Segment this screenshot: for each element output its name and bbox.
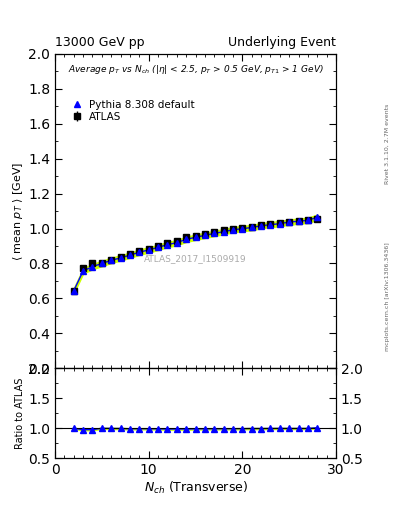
Text: 13000 GeV pp: 13000 GeV pp xyxy=(55,36,145,49)
Pythia 8.308 default xyxy=(287,219,292,225)
Text: ATLAS_2017_I1509919: ATLAS_2017_I1509919 xyxy=(144,254,247,263)
Pythia 8.308 default xyxy=(296,218,301,224)
Pythia 8.308 default xyxy=(221,229,226,235)
Pythia 8.308 default xyxy=(184,237,189,243)
Pythia 8.308 default xyxy=(137,249,142,255)
Pythia 8.308 default xyxy=(193,234,198,240)
Line: Pythia 8.308 default: Pythia 8.308 default xyxy=(71,215,320,293)
Pythia 8.308 default xyxy=(231,227,235,233)
Pythia 8.308 default xyxy=(174,240,179,246)
Pythia 8.308 default xyxy=(156,244,160,250)
Pythia 8.308 default xyxy=(250,224,254,230)
Text: Average $p_T$ vs $N_{ch}$ ($|\eta|$ < 2.5, $p_T$ > 0.5 GeV, $p_{T1}$ > 1 GeV): Average $p_T$ vs $N_{ch}$ ($|\eta|$ < 2.… xyxy=(68,63,323,76)
Pythia 8.308 default xyxy=(306,217,310,223)
Pythia 8.308 default xyxy=(165,242,170,248)
Pythia 8.308 default xyxy=(212,230,217,237)
Pythia 8.308 default xyxy=(128,252,132,258)
Pythia 8.308 default xyxy=(240,226,245,232)
Y-axis label: Ratio to ATLAS: Ratio to ATLAS xyxy=(15,378,26,449)
Pythia 8.308 default xyxy=(81,268,86,274)
Text: Rivet 3.1.10, 2.7M events: Rivet 3.1.10, 2.7M events xyxy=(385,103,390,183)
Pythia 8.308 default xyxy=(315,214,320,220)
Y-axis label: $\langle$ mean $p_T$ $\rangle$ [GeV]: $\langle$ mean $p_T$ $\rangle$ [GeV] xyxy=(11,161,25,261)
Pythia 8.308 default xyxy=(90,264,95,270)
Pythia 8.308 default xyxy=(259,223,263,229)
Pythia 8.308 default xyxy=(268,222,273,228)
X-axis label: $N_{ch}$ (Transverse): $N_{ch}$ (Transverse) xyxy=(143,480,248,496)
Pythia 8.308 default xyxy=(277,221,282,227)
Pythia 8.308 default xyxy=(202,232,207,239)
Pythia 8.308 default xyxy=(99,261,104,267)
Legend: Pythia 8.308 default, ATLAS: Pythia 8.308 default, ATLAS xyxy=(65,96,198,126)
Pythia 8.308 default xyxy=(118,255,123,261)
Text: mcplots.cern.ch [arXiv:1306.3436]: mcplots.cern.ch [arXiv:1306.3436] xyxy=(385,243,390,351)
Text: Underlying Event: Underlying Event xyxy=(228,36,336,49)
Pythia 8.308 default xyxy=(146,247,151,253)
Pythia 8.308 default xyxy=(109,257,114,263)
Pythia 8.308 default xyxy=(72,288,76,294)
